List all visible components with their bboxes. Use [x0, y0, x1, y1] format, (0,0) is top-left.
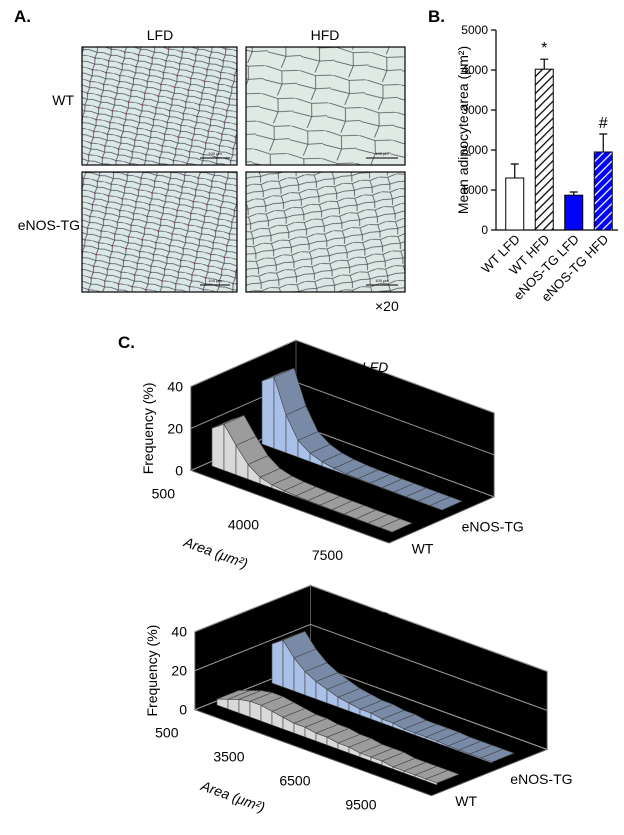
micrograph: 100 μm: [81, 46, 238, 166]
column-label: HFD: [311, 27, 340, 43]
magnification: ×20: [375, 298, 399, 314]
ribbon-face: [379, 527, 393, 533]
y-tick-label: 2000: [461, 143, 488, 157]
column-label: LFD: [147, 27, 173, 43]
y-tick-label: 0: [481, 223, 488, 237]
y-tick-label: 3000: [461, 103, 488, 117]
x-tick-label: 7500: [312, 547, 343, 563]
bar: [564, 194, 584, 231]
grid-line: [194, 623, 548, 711]
y-tick-label: 4000: [461, 63, 488, 77]
ribbon-face: [211, 423, 225, 471]
bar: [593, 151, 613, 231]
series-label: eNOS-TG: [462, 519, 524, 535]
bar: [534, 68, 554, 231]
ribbon-face: [261, 376, 275, 449]
scale-bar-label: 100 μm: [208, 278, 222, 283]
series-label: WT: [412, 541, 434, 557]
error-bar: [569, 191, 578, 196]
x-tick-label: 500: [155, 725, 179, 741]
ribbon-face: [393, 491, 407, 498]
micrograph: 100 μm: [245, 171, 406, 293]
chart-title: LFD: [362, 359, 388, 375]
row-label: eNOS-TG: [18, 217, 80, 233]
ribbon-face: [480, 757, 493, 764]
bar: [505, 177, 525, 231]
y-axis-label: Frequency (%): [140, 382, 156, 474]
x-tick-label: 6500: [279, 773, 310, 789]
error-bar: [540, 58, 549, 70]
panel-label: B.: [428, 7, 445, 26]
grid-line: [194, 584, 548, 672]
y-tick-label: 20: [171, 663, 187, 679]
scale-bar-label: 100 μm: [375, 151, 389, 156]
ribbon-face: [425, 778, 438, 786]
panel-label: A.: [14, 7, 31, 26]
y-tick-label: 40: [167, 378, 183, 394]
series-label: eNOS-TG: [510, 771, 572, 787]
x-axis-label: Area (μm²): [181, 533, 250, 571]
scale-bar-label: 100 μm: [208, 151, 222, 156]
significance-mark: *: [541, 40, 547, 57]
x-tick-label: 3500: [213, 749, 244, 765]
error-bar: [599, 133, 608, 152]
significance-mark: #: [599, 115, 608, 132]
grid-line: [190, 339, 495, 414]
y-tick-label: 20: [167, 420, 183, 436]
micrograph: 100 μm: [245, 46, 406, 166]
ribbon-face: [343, 513, 357, 520]
y-tick-label: 0: [179, 702, 187, 718]
y-axis-label: Frequency (%): [144, 625, 160, 717]
scale-bar-label: 100 μm: [375, 278, 389, 283]
row-label: WT: [52, 92, 74, 108]
error-bar: [510, 163, 519, 178]
chart-title: HFD: [361, 609, 390, 625]
x-tick-label: 9500: [345, 797, 376, 813]
y-tick-label: 1000: [461, 183, 488, 197]
y-tick-label: 40: [171, 624, 187, 640]
x-tick-label: 4000: [228, 516, 259, 532]
panel-label: C.: [118, 333, 135, 352]
x-axis-label: Area (μm²): [198, 777, 267, 815]
x-tick-label: 500: [152, 486, 176, 502]
y-tick-label: 5000: [461, 23, 488, 37]
y-axis-label: Mean adipocyte area (μm²): [455, 46, 471, 214]
series-label: WT: [455, 793, 477, 809]
ribbon-face: [429, 505, 443, 511]
micrograph: 100 μm: [81, 171, 238, 293]
ribbon-face: [271, 639, 284, 688]
y-tick-label: 0: [175, 462, 183, 478]
